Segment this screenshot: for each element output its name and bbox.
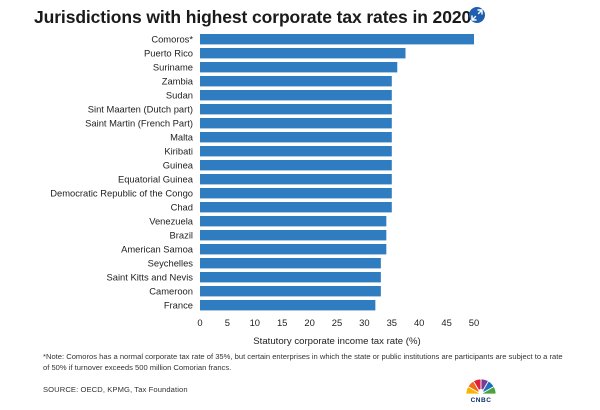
bar-2: [200, 62, 398, 73]
chart-source: SOURCE: OECD, KPMG, Tax Foundation: [43, 385, 188, 394]
category-label: Puerto Rico: [144, 48, 193, 59]
bar-4: [200, 90, 392, 101]
bar-12: [200, 202, 392, 213]
bar-10: [200, 174, 392, 185]
bar-15: [200, 244, 387, 255]
category-label: Saint Kitts and Nevis: [107, 272, 194, 283]
chart-title: Jurisdictions with highest corporate tax…: [34, 7, 472, 27]
category-label: Malta: [170, 132, 194, 143]
bar-6: [200, 118, 392, 129]
x-tick-label: 50: [469, 317, 479, 328]
x-tick-label: 40: [414, 317, 424, 328]
peacock-body: [478, 388, 484, 395]
x-tick-label: 0: [197, 317, 202, 328]
category-label: Kiribati: [164, 146, 193, 157]
x-tick-label: 10: [250, 317, 260, 328]
x-tick-label: 15: [277, 317, 287, 328]
category-label: Chad: [171, 202, 193, 213]
x-tick-label: 25: [332, 317, 342, 328]
category-label: Sudan: [166, 90, 193, 101]
bar-16: [200, 258, 381, 269]
category-label: Democratic Republic of the Congo: [50, 188, 193, 199]
category-label: Comoros*: [151, 34, 193, 45]
cnbc-logo-text: CNBC: [470, 397, 492, 404]
category-label: France: [164, 300, 193, 311]
category-label: Cameroon: [149, 286, 193, 297]
bar-13: [200, 216, 387, 227]
bar-8: [200, 146, 392, 157]
cnbc-logo: CNBC: [458, 374, 504, 406]
peacock-feather: [479, 385, 497, 395]
category-label: Brazil: [170, 230, 193, 241]
category-label: American Samoa: [121, 244, 194, 255]
x-tick-label: 20: [304, 317, 314, 328]
bar-18: [200, 286, 381, 297]
category-label: Saint Martin (French Part): [85, 118, 193, 129]
bar-14: [200, 230, 387, 241]
chart-note: *Note: Comoros has a normal corporate ta…: [43, 352, 563, 372]
expand-arrows-icon: [471, 9, 483, 21]
bar-1: [200, 48, 406, 59]
category-label: Guinea: [163, 160, 194, 171]
category-label: Seychelles: [148, 258, 194, 269]
bar-5: [200, 104, 392, 115]
bar-7: [200, 132, 392, 143]
x-tick-label: 5: [225, 317, 230, 328]
category-label: Venezuela: [149, 216, 194, 227]
category-label: Zambia: [162, 76, 194, 87]
expand-button[interactable]: [469, 7, 485, 23]
cnbc-peacock-icon: [465, 378, 497, 396]
bar-11: [200, 188, 392, 199]
category-label: Equatorial Guinea: [118, 174, 194, 185]
x-axis-label: Statutory corporate income tax rate (%): [253, 336, 420, 347]
bar-chart: Comoros* Puerto Rico Suriname Zambia Sudan Si…: [50, 34, 479, 348]
bar-3: [200, 76, 392, 87]
category-label: Suriname: [153, 62, 193, 73]
category-label: Sint Maarten (Dutch part): [88, 104, 193, 115]
x-tick-label: 35: [387, 317, 397, 328]
x-tick-label: 45: [441, 317, 451, 328]
bar-19: [200, 300, 376, 311]
bar-9: [200, 160, 392, 171]
bar-0: [200, 34, 474, 45]
bar-17: [200, 272, 381, 283]
x-tick-label: 30: [359, 317, 369, 328]
